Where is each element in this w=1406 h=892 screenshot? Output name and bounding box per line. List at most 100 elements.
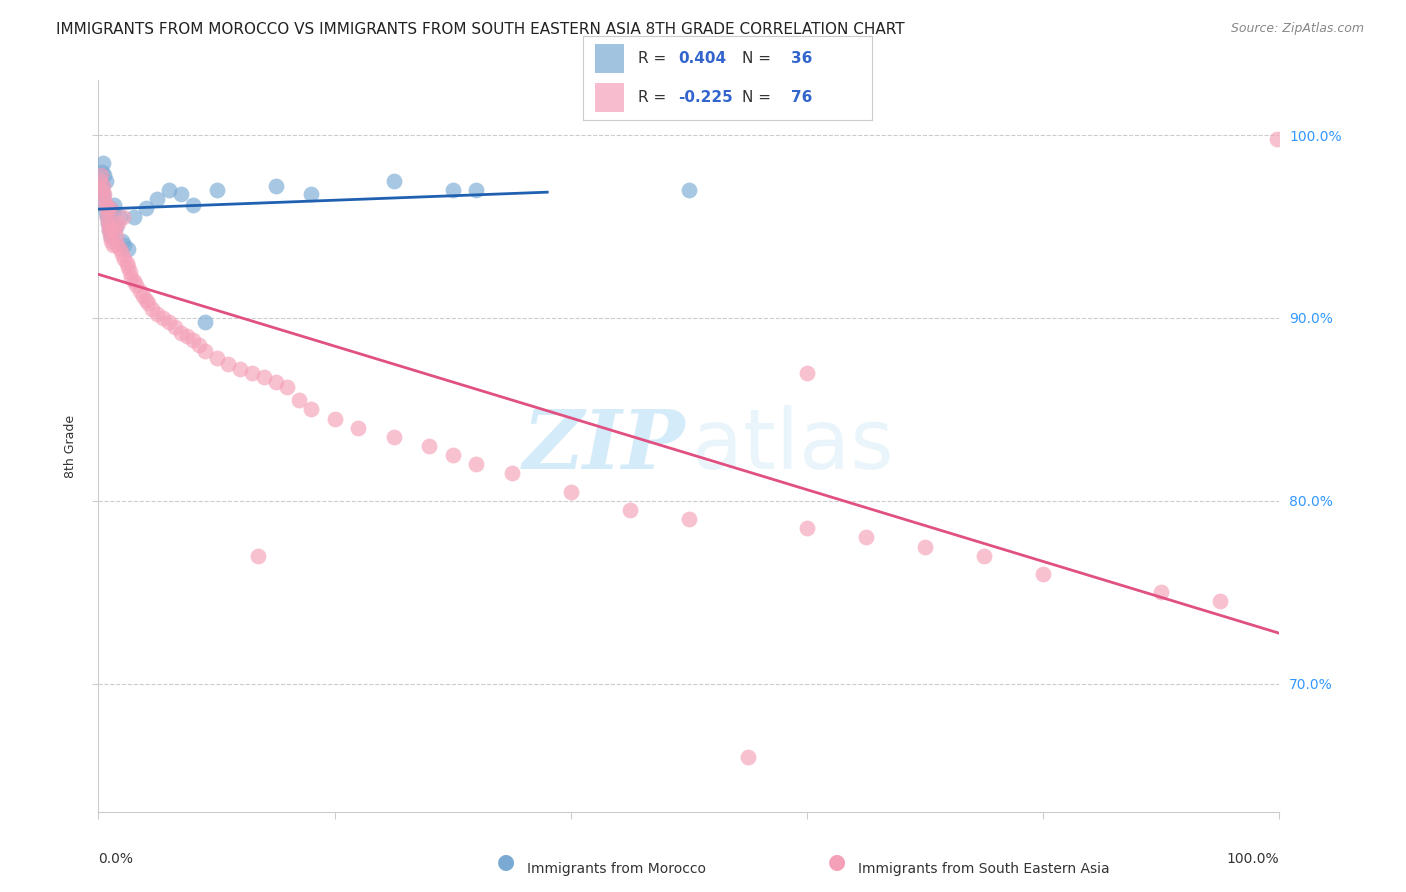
Point bbox=[115, 256, 138, 270]
Point bbox=[98, 201, 121, 215]
Point bbox=[93, 169, 115, 183]
Point bbox=[264, 179, 287, 194]
Point bbox=[288, 393, 311, 408]
Point bbox=[205, 183, 228, 197]
Point bbox=[973, 549, 995, 563]
Point bbox=[737, 749, 759, 764]
Point bbox=[89, 183, 111, 197]
Point bbox=[91, 164, 114, 178]
Point bbox=[165, 320, 187, 334]
Point bbox=[187, 338, 209, 352]
Point bbox=[181, 333, 204, 347]
Point bbox=[796, 366, 818, 380]
Point bbox=[105, 228, 128, 243]
Bar bbox=[595, 83, 624, 112]
Point bbox=[98, 219, 121, 234]
Point bbox=[678, 183, 700, 197]
Text: 100.0%: 100.0% bbox=[1227, 852, 1279, 866]
Point bbox=[98, 201, 121, 215]
Point bbox=[100, 234, 122, 248]
Point bbox=[91, 179, 114, 194]
Point bbox=[98, 223, 121, 237]
Point bbox=[89, 174, 111, 188]
Point bbox=[135, 293, 157, 307]
Text: 76: 76 bbox=[792, 90, 813, 105]
Point bbox=[276, 380, 298, 394]
Point bbox=[111, 234, 134, 248]
Point bbox=[217, 357, 239, 371]
Text: 0.404: 0.404 bbox=[679, 51, 727, 66]
Point bbox=[240, 366, 263, 380]
Point bbox=[136, 296, 159, 310]
Point bbox=[90, 169, 112, 183]
Point bbox=[1265, 132, 1288, 146]
Point bbox=[97, 216, 120, 230]
Point bbox=[94, 205, 117, 219]
Point bbox=[1209, 594, 1232, 608]
Point bbox=[1150, 585, 1173, 599]
Point bbox=[103, 197, 125, 211]
Point bbox=[382, 430, 405, 444]
Text: ZIP: ZIP bbox=[523, 406, 685, 486]
Point bbox=[170, 186, 193, 201]
Point bbox=[108, 211, 131, 225]
Point bbox=[465, 458, 488, 472]
Point bbox=[205, 351, 228, 366]
Point bbox=[98, 228, 121, 243]
Point bbox=[104, 219, 127, 234]
Text: -0.225: -0.225 bbox=[679, 90, 734, 105]
Text: 0.0%: 0.0% bbox=[98, 852, 134, 866]
Point bbox=[441, 448, 464, 462]
Point bbox=[170, 326, 193, 340]
Point bbox=[91, 179, 114, 194]
Point bbox=[501, 467, 523, 481]
Point bbox=[117, 260, 139, 274]
Point bbox=[107, 216, 129, 230]
Text: N =: N = bbox=[742, 90, 776, 105]
Point bbox=[94, 174, 117, 188]
Point bbox=[91, 155, 114, 169]
Point bbox=[125, 278, 148, 293]
Point bbox=[101, 238, 124, 252]
Point bbox=[103, 223, 125, 237]
Point bbox=[132, 289, 155, 303]
Point bbox=[152, 310, 174, 325]
Point bbox=[94, 197, 117, 211]
Point bbox=[111, 247, 134, 261]
Y-axis label: 8th Grade: 8th Grade bbox=[63, 415, 77, 477]
Point bbox=[418, 439, 440, 453]
Point bbox=[122, 274, 145, 288]
Point bbox=[112, 211, 135, 225]
Text: R =: R = bbox=[638, 51, 672, 66]
Point bbox=[96, 211, 118, 225]
Point bbox=[855, 530, 877, 544]
Point bbox=[347, 420, 370, 434]
Point bbox=[96, 201, 118, 215]
Point bbox=[93, 195, 115, 210]
Point bbox=[135, 201, 157, 215]
Text: Immigrants from Morocco: Immigrants from Morocco bbox=[527, 862, 706, 876]
Point bbox=[253, 369, 276, 384]
Point bbox=[97, 216, 120, 230]
Point bbox=[181, 197, 204, 211]
Text: R =: R = bbox=[638, 90, 672, 105]
Point bbox=[299, 402, 322, 417]
Point bbox=[678, 512, 700, 526]
Point bbox=[90, 174, 112, 188]
Point bbox=[93, 186, 115, 201]
Point bbox=[128, 284, 150, 298]
Point bbox=[96, 211, 118, 225]
Point bbox=[619, 503, 641, 517]
Point bbox=[157, 315, 180, 329]
Point bbox=[93, 192, 115, 206]
Point bbox=[105, 219, 128, 234]
Point bbox=[117, 242, 139, 256]
Point bbox=[194, 343, 217, 358]
Text: N =: N = bbox=[742, 51, 776, 66]
Point bbox=[121, 270, 143, 285]
Point bbox=[299, 186, 322, 201]
Point bbox=[146, 192, 169, 206]
Point bbox=[157, 183, 180, 197]
Point bbox=[112, 238, 135, 252]
Point bbox=[560, 484, 582, 499]
